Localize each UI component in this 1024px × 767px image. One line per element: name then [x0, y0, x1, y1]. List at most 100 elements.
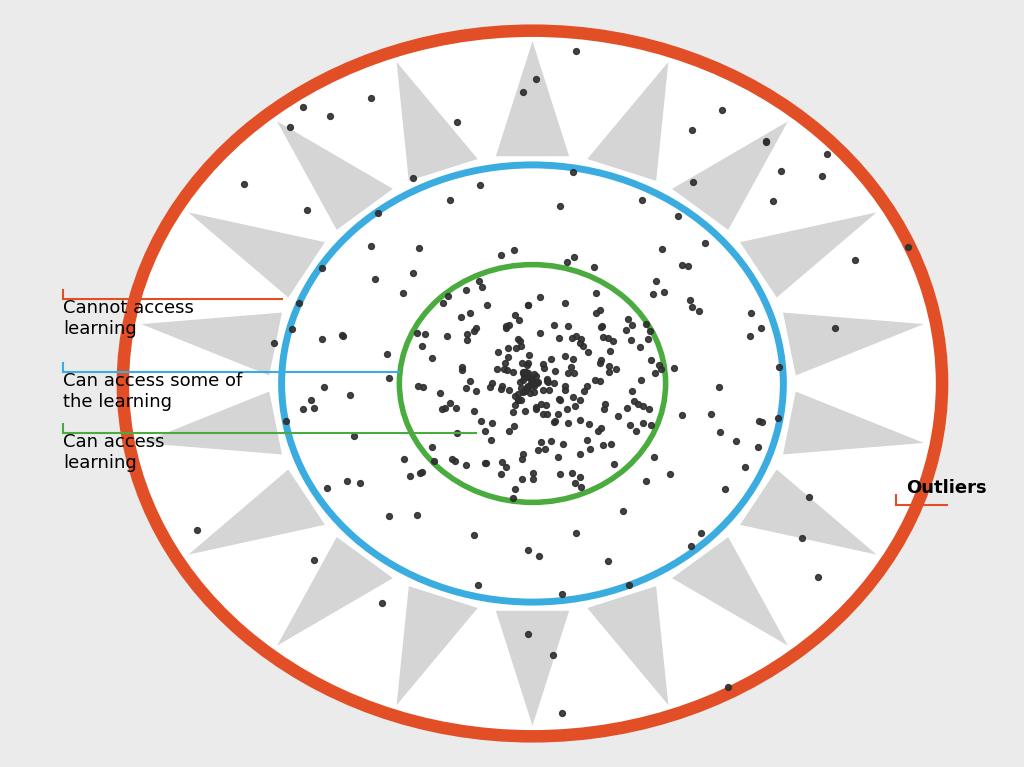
Point — [550, 451, 566, 463]
Point — [599, 555, 615, 567]
Point — [510, 394, 526, 407]
Point — [586, 261, 602, 273]
Point — [572, 394, 589, 407]
Point — [505, 406, 521, 418]
Point — [374, 597, 390, 610]
Point — [582, 443, 598, 456]
Point — [521, 387, 538, 399]
Point — [514, 472, 530, 485]
Point — [559, 256, 575, 268]
Point — [712, 426, 728, 438]
Point — [523, 379, 540, 391]
Point — [647, 367, 664, 379]
Point — [555, 437, 571, 449]
Point — [535, 408, 551, 420]
Point — [549, 408, 565, 420]
Point — [519, 380, 536, 393]
Text: Cannot access
learning: Cannot access learning — [63, 299, 195, 338]
Point — [346, 430, 362, 442]
Point — [439, 290, 456, 302]
Point — [511, 376, 527, 388]
Point — [520, 367, 537, 379]
Point — [518, 365, 535, 377]
Point — [519, 359, 536, 371]
Point — [459, 328, 475, 341]
Point — [462, 307, 478, 319]
Point — [588, 307, 604, 319]
Point — [364, 239, 380, 252]
Point — [601, 366, 617, 378]
Polygon shape — [587, 62, 669, 181]
Point — [524, 473, 541, 486]
Point — [493, 468, 509, 480]
Point — [540, 376, 556, 388]
Point — [526, 380, 543, 392]
Point — [313, 334, 330, 346]
Point — [498, 320, 514, 332]
Polygon shape — [396, 62, 478, 181]
Point — [442, 397, 459, 409]
Point — [454, 360, 470, 373]
Point — [414, 340, 430, 352]
Point — [507, 399, 523, 411]
Point — [571, 337, 588, 349]
Point — [655, 286, 672, 298]
Point — [459, 334, 475, 346]
Point — [551, 331, 567, 344]
Point — [299, 204, 315, 216]
Point — [506, 482, 522, 495]
Point — [450, 117, 466, 129]
Point — [648, 275, 665, 288]
Point — [702, 408, 719, 420]
Point — [574, 340, 591, 352]
Point — [513, 340, 529, 352]
Point — [653, 243, 670, 255]
Point — [670, 209, 686, 222]
Point — [435, 297, 452, 309]
Point — [481, 381, 498, 393]
Point — [537, 443, 553, 455]
Polygon shape — [496, 41, 569, 156]
Point — [513, 393, 529, 406]
Point — [758, 136, 774, 148]
Point — [560, 320, 577, 332]
Point — [633, 374, 649, 387]
Point — [597, 398, 613, 410]
Point — [424, 352, 440, 364]
Point — [600, 332, 616, 344]
Point — [381, 510, 397, 522]
Point — [505, 366, 521, 378]
Point — [520, 370, 537, 383]
Point — [591, 357, 607, 370]
Point — [513, 382, 529, 394]
Point — [572, 333, 589, 345]
Point — [529, 377, 546, 389]
Point — [498, 322, 514, 334]
Point — [593, 421, 609, 433]
Point — [501, 384, 517, 396]
Point — [476, 425, 493, 437]
Point — [630, 398, 646, 410]
Point — [528, 403, 545, 415]
Point — [580, 380, 596, 393]
Point — [466, 404, 482, 416]
Point — [525, 368, 542, 380]
Point — [305, 402, 322, 414]
Point — [737, 461, 754, 473]
Point — [322, 110, 338, 122]
Point — [592, 304, 608, 316]
Point — [531, 291, 548, 303]
Point — [517, 405, 534, 417]
Point — [493, 383, 509, 395]
Point — [753, 322, 769, 334]
Point — [514, 386, 530, 398]
Point — [411, 380, 427, 392]
Point — [515, 374, 531, 386]
Point — [562, 361, 579, 374]
Point — [401, 470, 418, 482]
Point — [468, 384, 484, 397]
Point — [727, 435, 743, 447]
Point — [539, 408, 555, 420]
Text: Can access some of
the learning: Can access some of the learning — [63, 372, 243, 411]
Point — [446, 454, 463, 466]
